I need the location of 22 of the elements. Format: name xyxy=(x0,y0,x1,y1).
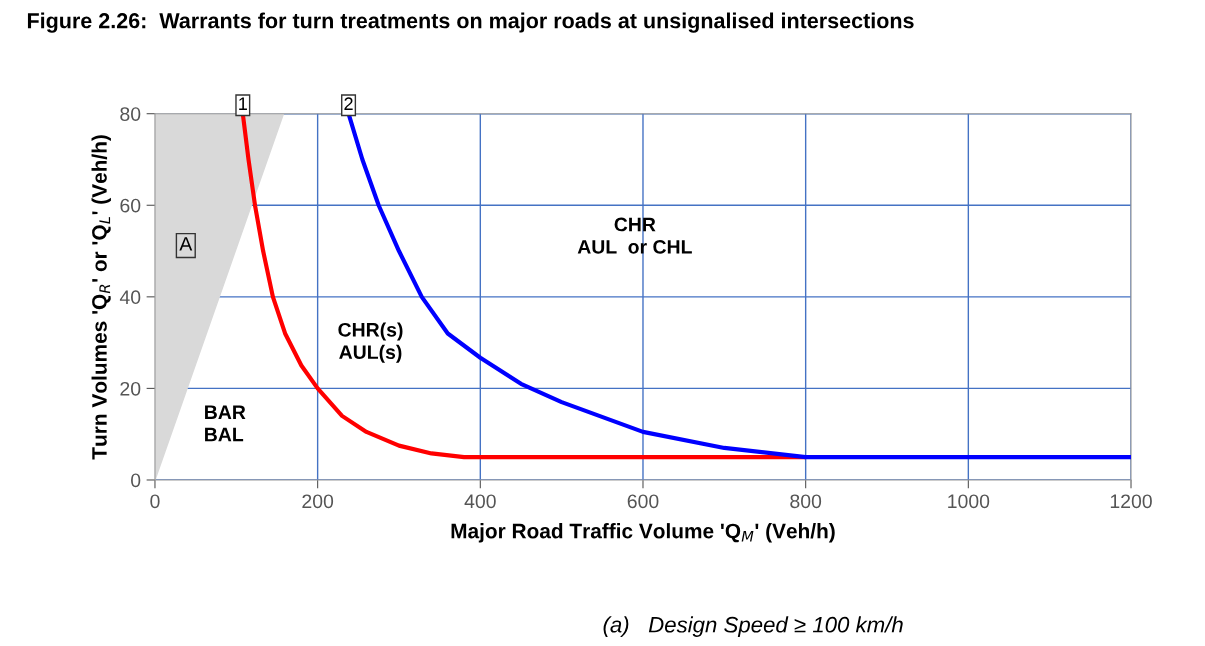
annotation: CHR(s) AUL(s) xyxy=(338,322,403,363)
x-axis-title: Major Road Traffic Volume 'Q$_{M}$' (Veh/h) xyxy=(451,523,835,543)
x-tick-label: 400 xyxy=(464,494,496,509)
x-tick-label: 600 xyxy=(627,494,659,509)
x-tick-label: 200 xyxy=(302,494,334,509)
x-tick-label: 1200 xyxy=(1110,494,1152,509)
y-tick-label: 60 xyxy=(120,198,141,213)
series-label: 1 xyxy=(239,97,247,110)
text: (a) Design Speed ≥ 100 km/h xyxy=(603,616,903,637)
y-tick-label: 0 xyxy=(131,473,141,488)
y-tick-label: 20 xyxy=(120,381,141,396)
y-tick-label: 40 xyxy=(119,290,141,305)
annotation: CHR AUL or CHL xyxy=(577,217,692,254)
chart-title: Figure 2.26: Warrants for turn treatments on major roads at unsignalised intersections xyxy=(27,12,914,33)
y-axis-title: Turn Volumes 'Q$_{R}$' or 'Q$_{L}$' (Veh/h) xyxy=(91,135,111,460)
y-tick-label: 80 xyxy=(120,107,141,121)
series-label: 2 xyxy=(344,97,353,110)
x-tick-label: 0 xyxy=(150,494,160,509)
x-tick-label: 1000 xyxy=(948,494,990,509)
series-label: A xyxy=(179,237,193,251)
annotation: BAR BAL xyxy=(205,405,246,442)
x-tick-label: 800 xyxy=(790,494,822,509)
